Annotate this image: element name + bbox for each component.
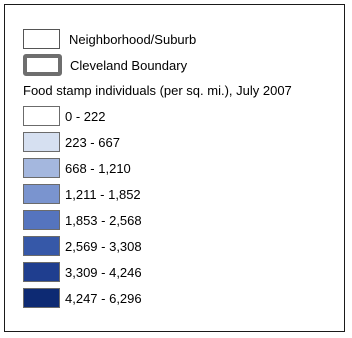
class-swatch [23,288,60,308]
class-row: 223 - 667 [23,130,120,154]
class-label: 223 - 667 [65,134,120,150]
class-row: 1,211 - 1,852 [23,182,141,206]
class-swatch [23,158,60,178]
class-row: 4,247 - 6,296 [23,286,142,310]
legend-item-neighborhood: Neighborhood/Suburb [23,27,196,51]
class-label: 3,309 - 4,246 [65,264,142,280]
class-swatch [23,236,60,256]
legend-heading: Food stamp individuals (per sq. mi.), Ju… [23,83,292,98]
legend-item-boundary: Cleveland Boundary [23,53,187,77]
neighborhood-label: Neighborhood/Suburb [69,31,197,47]
class-label: 668 - 1,210 [65,160,131,176]
class-swatch [23,210,60,230]
class-swatch [23,132,60,152]
boundary-swatch [23,54,62,76]
class-swatch [23,262,60,282]
class-label: 2,569 - 3,308 [65,238,142,254]
class-label: 4,247 - 6,296 [65,290,142,306]
class-row: 668 - 1,210 [23,156,131,180]
neighborhood-swatch [23,29,60,49]
class-row: 0 - 222 [23,104,105,128]
class-label: 0 - 222 [65,108,106,124]
class-label: 1,211 - 1,852 [65,186,141,202]
class-label: 1,853 - 2,568 [65,212,142,228]
boundary-label: Cleveland Boundary [70,57,188,73]
class-swatch [23,184,60,204]
class-swatch [23,106,60,126]
class-row: 2,569 - 3,308 [23,234,142,258]
class-row: 1,853 - 2,568 [23,208,142,232]
class-row: 3,309 - 4,246 [23,260,142,284]
